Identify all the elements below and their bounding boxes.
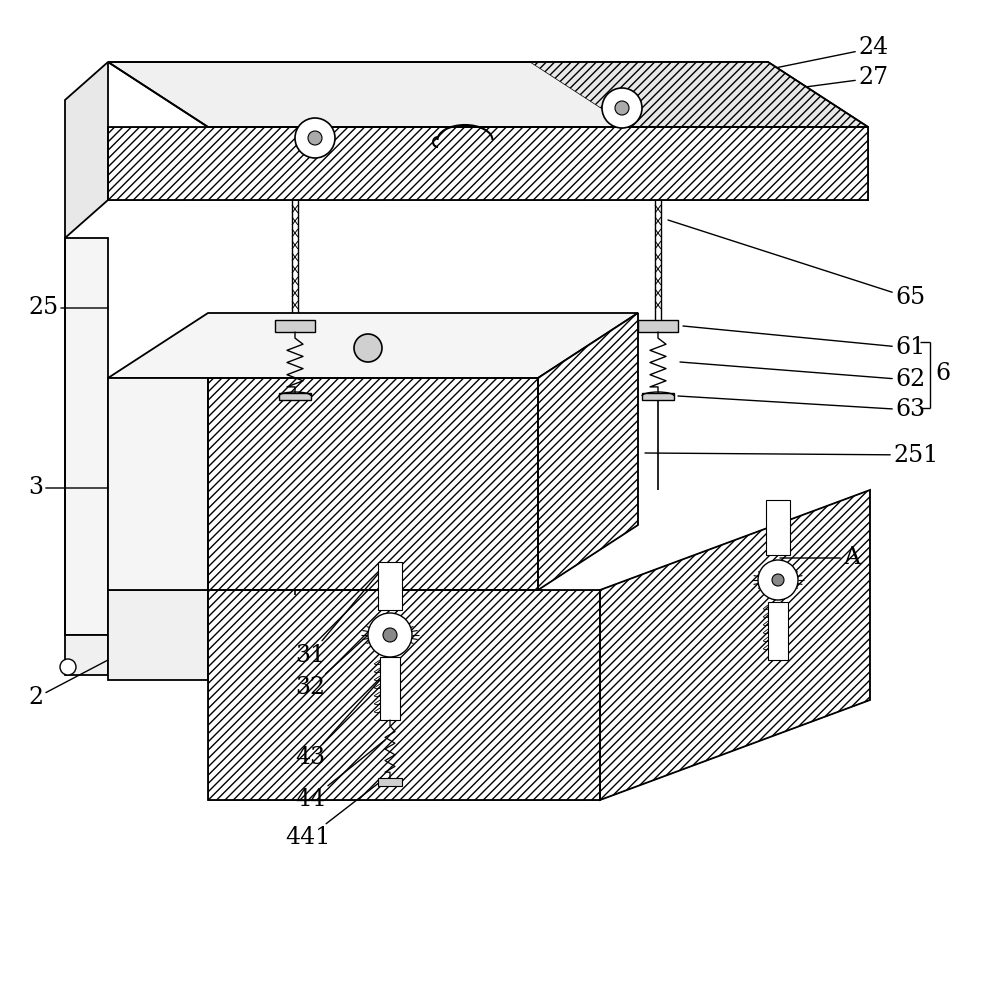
Polygon shape [108, 525, 600, 590]
Polygon shape [108, 127, 868, 200]
Text: 6: 6 [935, 362, 950, 384]
Polygon shape [65, 62, 108, 238]
Polygon shape [65, 238, 108, 635]
Circle shape [60, 659, 76, 675]
Polygon shape [380, 657, 400, 720]
Text: 61: 61 [683, 326, 925, 360]
Text: 24: 24 [775, 37, 888, 68]
Circle shape [602, 88, 642, 128]
Polygon shape [108, 378, 208, 590]
Text: 441: 441 [285, 782, 380, 850]
Text: 25: 25 [28, 296, 108, 319]
Polygon shape [766, 500, 790, 555]
Polygon shape [378, 778, 402, 786]
Polygon shape [638, 320, 678, 332]
Polygon shape [65, 635, 108, 675]
Polygon shape [600, 490, 870, 800]
Polygon shape [279, 393, 311, 400]
Circle shape [368, 613, 412, 657]
Text: 43: 43 [295, 680, 380, 770]
Text: 65: 65 [668, 220, 925, 309]
Polygon shape [530, 62, 868, 127]
Circle shape [772, 574, 784, 586]
Polygon shape [275, 320, 315, 332]
Text: 63: 63 [678, 396, 925, 422]
Text: 27: 27 [760, 66, 888, 93]
Circle shape [295, 118, 335, 158]
Text: 251: 251 [645, 444, 938, 466]
Circle shape [354, 334, 382, 362]
Text: 31: 31 [295, 574, 378, 667]
Polygon shape [108, 313, 638, 378]
Polygon shape [208, 590, 500, 680]
Polygon shape [642, 393, 674, 400]
Polygon shape [208, 378, 538, 590]
Polygon shape [208, 590, 600, 800]
Circle shape [758, 560, 798, 600]
Circle shape [383, 628, 397, 642]
Text: 44: 44 [295, 740, 385, 811]
Text: 62: 62 [680, 362, 925, 391]
Polygon shape [768, 602, 788, 660]
Polygon shape [378, 562, 402, 610]
Circle shape [615, 101, 629, 115]
Polygon shape [538, 313, 638, 590]
Circle shape [308, 131, 322, 145]
Polygon shape [108, 62, 868, 127]
Text: 2: 2 [28, 660, 108, 709]
Text: 32: 32 [295, 626, 378, 700]
Text: 3: 3 [28, 476, 108, 500]
Polygon shape [108, 590, 208, 680]
Text: A: A [780, 546, 860, 569]
